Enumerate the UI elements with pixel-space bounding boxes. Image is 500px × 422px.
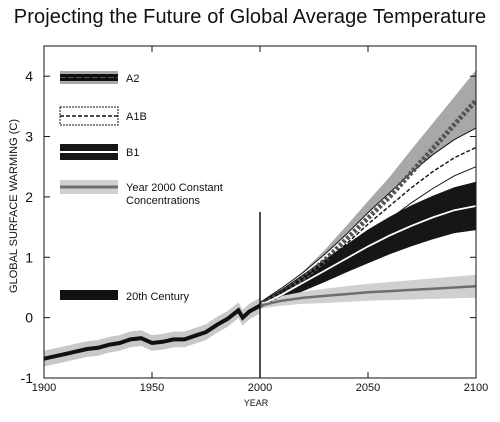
legend-twentieth-label: 20th Century	[126, 291, 189, 303]
y-tick-label-0: 0	[25, 310, 33, 326]
twentieth-century-line	[43, 303, 261, 361]
x-tick-label-1950: 1950	[140, 382, 164, 394]
y-tick-label--1: -1	[21, 370, 34, 386]
x-tick-label-1900: 1900	[32, 382, 56, 394]
legend-a1b-label: A1B	[126, 111, 147, 123]
y-tick-label-2: 2	[25, 189, 33, 205]
a2-band	[260, 70, 476, 309]
b1-line	[259, 205, 477, 307]
a1b-line	[259, 146, 477, 307]
x-axis-label: YEAR	[244, 398, 269, 408]
legend-twentieth-swatch	[60, 290, 118, 300]
y-axis-label: GLOBAL SURFACE WARMING (C)	[8, 119, 20, 293]
x-tick-label-2100: 2100	[464, 382, 488, 394]
legend-commitment-label: Year 2000 Constant Concentrations	[126, 182, 223, 207]
legend-a2-label: A2	[126, 73, 139, 85]
chart-title: Projecting the Future of Global Average …	[13, 6, 487, 28]
x-tick-label-2000: 2000	[248, 382, 272, 394]
y-tick-label-1: 1	[25, 249, 33, 265]
x-tick-label-2050: 2050	[356, 382, 380, 394]
twentieth-century-band	[44, 297, 260, 367]
y-tick-label-3: 3	[25, 129, 33, 145]
legend-b1-label: B1	[126, 147, 139, 159]
commitment-line	[259, 284, 477, 307]
y-tick-label-4: 4	[25, 68, 33, 84]
